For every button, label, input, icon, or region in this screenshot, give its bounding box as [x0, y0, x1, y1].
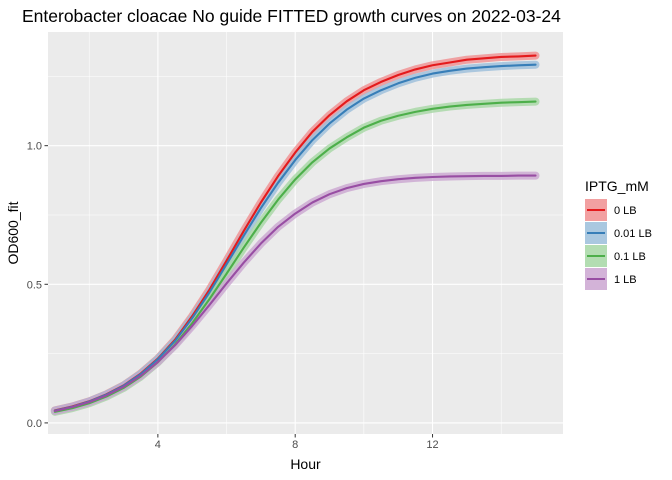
legend-label-0-01-lb: 0.01 LB	[614, 228, 652, 240]
x-tick-label: 8	[292, 439, 298, 451]
line-1-lb	[53, 174, 537, 413]
chart-title: Enterobacter cloacae No guide FITTED gro…	[22, 6, 561, 26]
major-gridlines	[48, 32, 563, 434]
x-tick-label: 12	[426, 439, 438, 451]
legend: IPTG_mM 0 LB 0.01 LB 0.1 LB 1 LB	[585, 178, 652, 290]
y-axis-ticks: 0.0 0.5 1.0	[27, 141, 48, 430]
legend-label-1-lb: 1 LB	[614, 274, 637, 286]
x-axis-title: Hour	[290, 456, 321, 472]
x-tick-label: 4	[155, 439, 161, 451]
y-tick-label: 1.0	[27, 141, 42, 153]
x-axis-ticks: 4 8 12	[155, 434, 439, 451]
legend-label-0-lb: 0 LB	[614, 205, 637, 217]
legend-label-0-1-lb: 0.1 LB	[614, 251, 646, 263]
minor-gridlines	[48, 32, 563, 434]
y-tick-label: 0.0	[27, 418, 42, 430]
line-0-01-lb	[53, 63, 537, 412]
legend-title: IPTG_mM	[585, 178, 649, 194]
plot-panel	[48, 32, 563, 434]
y-axis-title: OD600_fit	[5, 201, 21, 264]
y-tick-label: 0.5	[27, 279, 42, 291]
series-lines	[53, 54, 537, 413]
